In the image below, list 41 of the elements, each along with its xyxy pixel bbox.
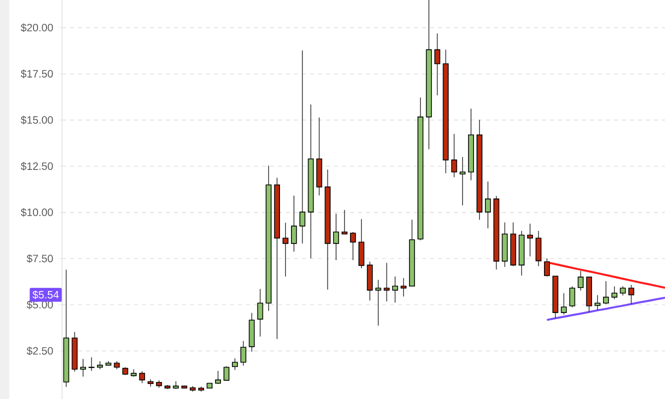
candlestick [594,294,600,311]
candlestick [434,33,440,96]
candlestick [392,276,398,303]
candlestick [358,218,364,269]
y-tick-label: $10.00 [20,208,53,217]
y-tick-label: $15.00 [20,116,53,124]
y-tick-label: $2.50 [26,346,53,356]
candlestick [451,134,458,178]
line-series [546,296,665,321]
candlestick [139,370,146,384]
candlestick [484,181,491,229]
candlestick [603,280,609,305]
candlestick [569,286,576,308]
candlestick [560,292,567,315]
candlestick [215,370,221,384]
candlestick [257,288,264,337]
annotation: $5.54 [32,290,59,300]
y-tick-label: $17.50 [20,70,53,78]
candlestick [611,286,618,300]
candlestick [299,50,306,244]
y-tick-label: $7.50 [26,254,53,263]
candlestick [80,358,86,378]
candlestick [350,232,356,260]
candlestick [342,210,348,234]
candlestick [536,230,542,267]
candlestick [460,156,466,206]
candlestick [282,222,288,277]
candlestick [527,223,533,257]
candlestick [224,366,230,381]
candlestick [544,258,550,277]
candlestick [232,358,238,370]
candlestick [620,286,626,296]
candlestick [578,270,584,291]
candlestick [333,213,340,260]
candlestick [240,340,246,366]
y-tick-label: $12.50 [20,162,53,171]
candlestick [291,195,297,252]
candlestick [88,356,94,372]
y-tick-label: $20.00 [20,23,53,32]
candlestick [400,278,406,297]
candlestick [628,284,634,305]
